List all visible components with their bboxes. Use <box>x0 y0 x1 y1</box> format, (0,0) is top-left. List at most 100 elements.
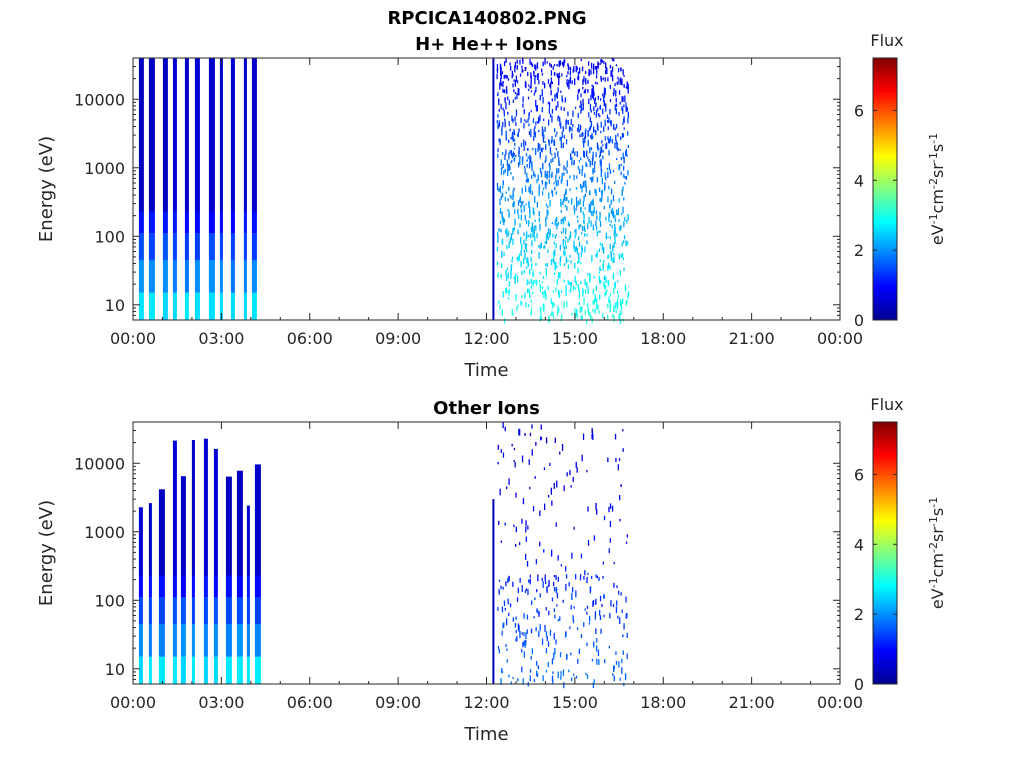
spectrogram-cell <box>526 279 528 286</box>
spectrogram-cell <box>524 119 526 122</box>
spectrogram-cell <box>621 106 623 111</box>
spectrogram-cell <box>531 190 533 196</box>
spectrogram-cell <box>172 233 177 260</box>
spectrogram-cell <box>512 238 514 245</box>
spectrogram-cell <box>544 141 546 144</box>
spectrogram-cell <box>596 142 599 149</box>
spectrogram-cell <box>615 124 618 129</box>
spectrogram-cell <box>597 107 599 112</box>
spectrogram-cell <box>497 646 500 650</box>
spectrogram-cell <box>534 64 536 70</box>
spectrogram-cell <box>615 209 618 215</box>
spectrogram-cell <box>536 279 538 286</box>
spectrogram-cell <box>580 553 583 559</box>
spectrogram-cell <box>148 260 155 293</box>
spectrogram-cell <box>566 160 568 168</box>
spectrogram-cell <box>569 235 571 241</box>
spectrogram-cell <box>588 69 590 77</box>
spectrogram-cell <box>246 575 250 598</box>
spectrogram-cell <box>584 570 586 576</box>
spectrogram-cell <box>496 182 499 187</box>
spectrogram-cell <box>497 114 499 118</box>
spectrogram-cell <box>506 618 508 626</box>
spectrogram-cell <box>558 289 560 295</box>
spectrogram-cell <box>545 263 547 267</box>
spectrogram-cell <box>599 610 601 616</box>
spectrogram-cell <box>544 503 546 510</box>
spectrogram-cell <box>546 636 548 641</box>
spectrogram-cell <box>593 170 596 173</box>
spectrogram-cell <box>515 294 517 301</box>
spectrogram-cell <box>614 127 616 131</box>
spectrogram-cell <box>172 656 177 684</box>
spectrogram-cell <box>616 233 618 237</box>
spectrogram-cell <box>615 309 617 313</box>
spectrogram-cell <box>512 581 514 587</box>
spectrogram-cell <box>501 670 504 674</box>
spectrogram-cell <box>567 238 569 243</box>
spectrogram-cell <box>599 161 601 166</box>
spectrogram-cell <box>621 78 623 86</box>
spectrogram-cell <box>627 117 629 124</box>
spectrogram-cell <box>596 82 598 85</box>
spectrogram-cell <box>529 269 531 275</box>
spectrogram-cell <box>236 624 243 657</box>
spectrogram-cell <box>525 553 527 560</box>
spectrogram-cell <box>597 62 599 69</box>
spectrogram-cell <box>524 168 526 175</box>
spectrogram-cell <box>520 249 522 256</box>
spectrogram-cell <box>574 78 576 85</box>
spectrogram-cell <box>565 191 567 195</box>
spectrogram-cell <box>608 185 610 190</box>
spectrogram-cell <box>505 288 507 294</box>
spectrogram-cell <box>625 86 628 89</box>
spectrogram-cell <box>623 235 626 240</box>
spectrogram-cell <box>609 243 611 250</box>
spectrogram-cell <box>219 58 223 212</box>
spectrogram-cell <box>620 307 622 314</box>
spectrogram-cell <box>526 231 528 237</box>
spectrogram-cell <box>203 438 208 576</box>
spectrogram-cell <box>609 64 612 69</box>
spectrogram-cell <box>519 156 521 159</box>
spectrogram-cell <box>604 88 606 95</box>
spectrogram-cell <box>553 586 556 592</box>
spectrogram-cell <box>622 650 624 655</box>
spectrogram-cell <box>555 262 557 268</box>
spectrogram-cell <box>616 290 619 294</box>
spectrogram-cell <box>148 597 152 624</box>
spectrogram-cell <box>571 127 573 132</box>
spectrogram-cell <box>544 245 546 249</box>
spectrogram-cell <box>615 108 617 115</box>
spectrogram-cell <box>572 124 574 128</box>
spectrogram-cell <box>539 307 541 311</box>
spectrogram-cell <box>603 96 605 102</box>
spectrogram-cell <box>580 59 582 62</box>
spectrogram-cell <box>618 458 621 461</box>
spectrogram-cell <box>622 186 624 192</box>
spectrogram-cell <box>148 503 152 576</box>
spectrogram-cell <box>566 654 568 659</box>
spectrogram-cell <box>580 183 582 189</box>
spectrogram-cell <box>542 276 545 279</box>
spectrogram-cell <box>512 83 514 88</box>
spectrogram-cell <box>626 299 628 304</box>
spectrogram-cell <box>497 444 499 450</box>
spectrogram-cell <box>599 159 601 162</box>
spectrogram-cell <box>592 224 594 231</box>
spectrogram-cell <box>617 280 619 283</box>
x-axis-label: Time <box>463 360 508 381</box>
spectrogram-cell <box>606 289 608 293</box>
spectrogram-cell <box>219 292 223 320</box>
spectrogram-cell <box>583 220 585 223</box>
spectrogram-cell <box>524 432 526 436</box>
spectrogram-cell <box>610 220 612 223</box>
spectrogram-cell <box>525 639 527 646</box>
spectrogram-cell <box>553 574 556 578</box>
spectrogram-cell <box>516 210 519 213</box>
spectrogram-cell <box>615 90 617 97</box>
x-tick-label: 00:00 <box>817 329 863 348</box>
spectrogram-cell <box>544 241 546 244</box>
spectrogram-cell <box>497 272 499 278</box>
spectrogram-cell <box>590 135 592 139</box>
